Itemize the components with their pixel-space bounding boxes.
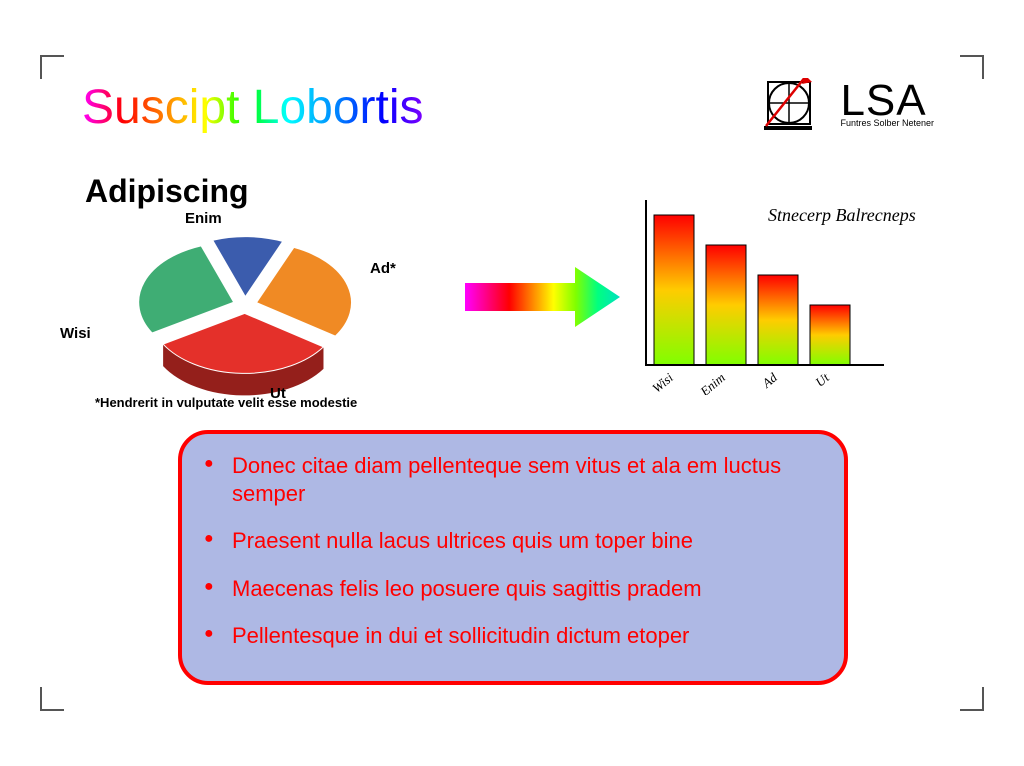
bullet-item: Donec citae diam pellenteque sem vitus e… xyxy=(232,452,816,507)
brand-logo-text: LSA xyxy=(840,82,934,119)
pie-slice-label: Ad* xyxy=(370,260,396,277)
svg-text:Ut: Ut xyxy=(812,370,832,390)
bar-chart: Wisi Enim Ad Ut Stnecerp Balrecneps xyxy=(628,195,948,395)
brand-logo-icon xyxy=(762,78,826,132)
crop-mark-br xyxy=(960,687,984,711)
svg-text:Wisi: Wisi xyxy=(649,370,676,395)
brand-logo: LSA Funtres Solber Netener xyxy=(762,78,934,132)
pie-slice-label: Wisi xyxy=(60,325,91,342)
bar-chart-title: Stnecerp Balrecneps xyxy=(768,205,916,226)
bullet-box: Donec citae diam pellenteque sem vitus e… xyxy=(178,430,848,685)
pie-chart: EnimAd*UtWisi xyxy=(70,215,450,415)
svg-text:Enim: Enim xyxy=(696,370,727,395)
pie-chart-title: Adipiscing xyxy=(85,173,249,210)
bullet-item: Pellentesque in dui et sollicitudin dict… xyxy=(232,622,816,650)
crop-mark-tr xyxy=(960,55,984,79)
crop-mark-tl xyxy=(40,55,64,79)
spectrum-arrow-icon xyxy=(465,267,620,332)
pie-slice-label: Enim xyxy=(185,210,222,227)
crop-mark-bl xyxy=(40,687,64,711)
slide-title: Suscipt Lobortis xyxy=(82,80,424,135)
bullet-item: Praesent nulla lacus ultrices quis um to… xyxy=(232,527,816,555)
svg-text:Ad: Ad xyxy=(758,369,780,391)
bullet-item: Maecenas felis leo posuere quis sagittis… xyxy=(232,575,816,603)
brand-logo-subtext: Funtres Solber Netener xyxy=(840,120,934,128)
pie-chart-footnote: *Hendrerit in vulputate velit esse modes… xyxy=(95,395,357,410)
